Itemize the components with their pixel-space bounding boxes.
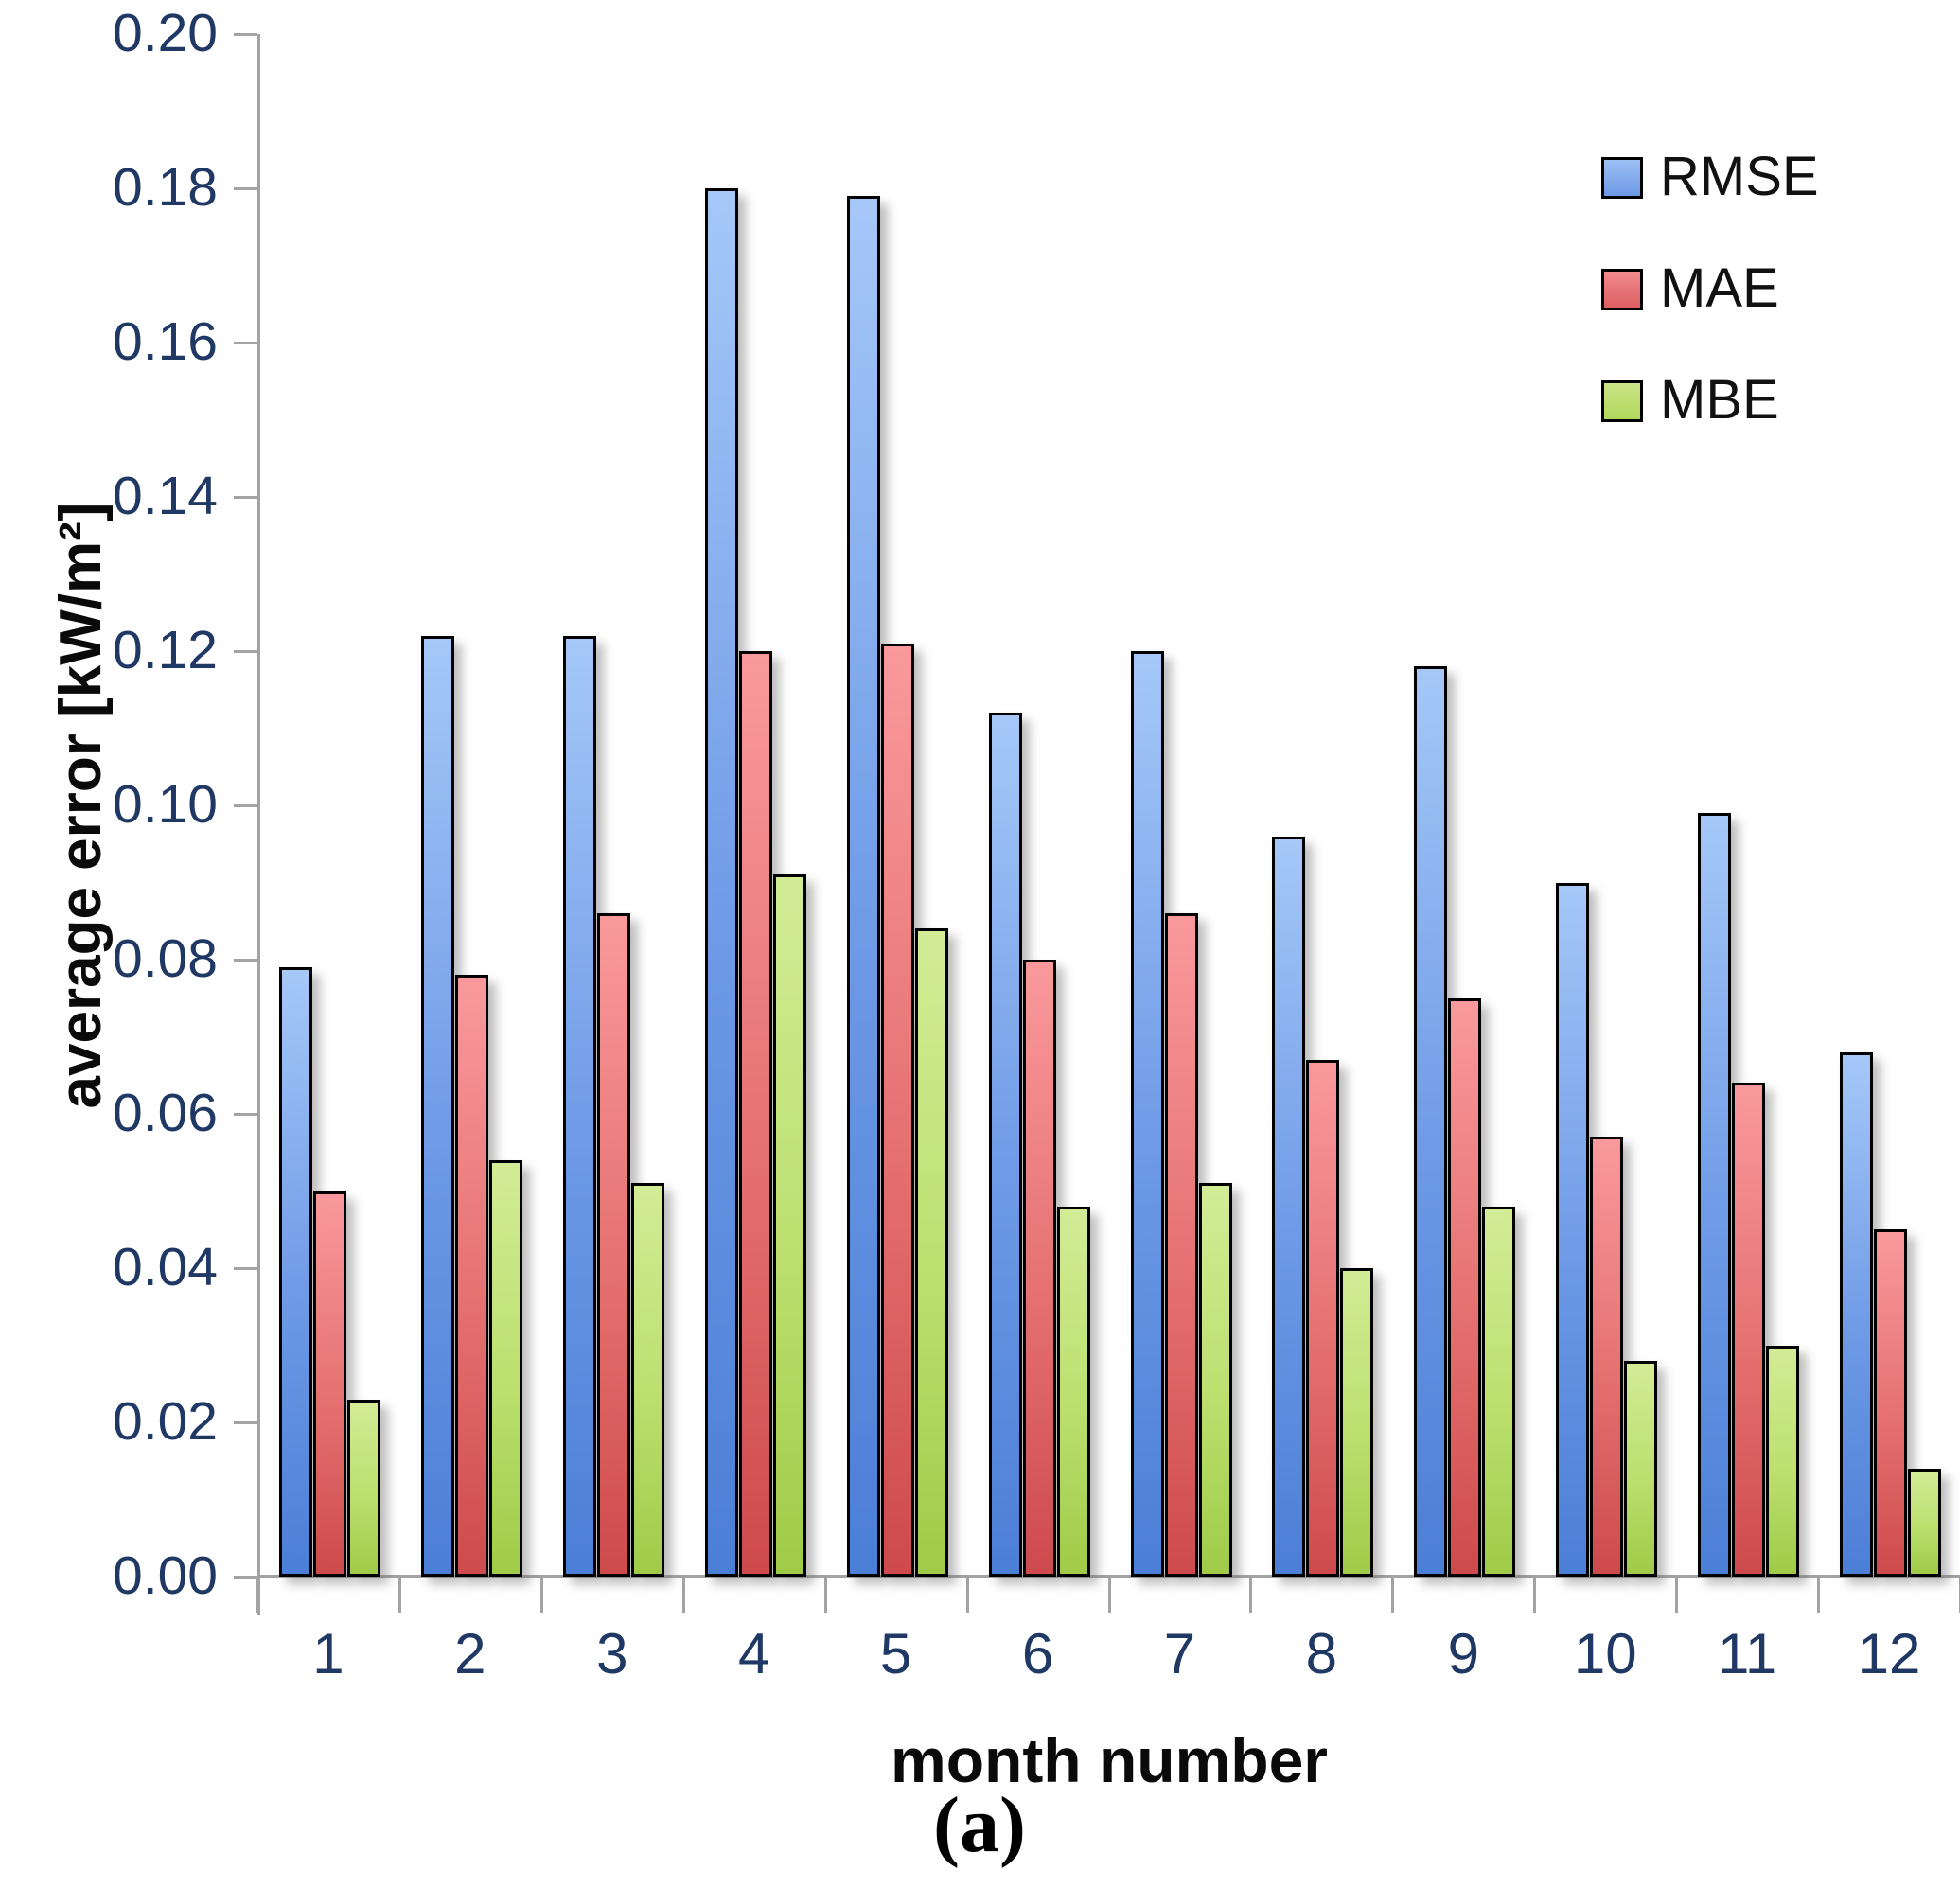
mbe-swatch-icon bbox=[1601, 380, 1643, 422]
bar-mbe-month-3 bbox=[630, 1183, 664, 1577]
x-tick bbox=[539, 1577, 543, 1613]
bar-mbe-month-4 bbox=[772, 874, 806, 1577]
bar-mae-month-3 bbox=[596, 913, 630, 1577]
y-tick bbox=[234, 187, 257, 190]
bar-mae-month-6 bbox=[1022, 960, 1056, 1577]
bar-mbe-month-10 bbox=[1624, 1360, 1658, 1577]
y-tick-label: 0.12 bbox=[113, 620, 218, 680]
y-tick bbox=[234, 1113, 257, 1116]
x-tick-label: 8 bbox=[1305, 1622, 1338, 1685]
bar-rmse-month-12 bbox=[1840, 1051, 1874, 1577]
y-tick bbox=[234, 959, 257, 962]
x-tick bbox=[1391, 1577, 1395, 1613]
y-tick bbox=[234, 1421, 257, 1424]
x-tick-label: 7 bbox=[1163, 1622, 1196, 1685]
y-tick-label: 0.20 bbox=[113, 3, 218, 63]
mae-swatch-icon bbox=[1601, 269, 1643, 310]
x-tick bbox=[1817, 1577, 1821, 1613]
x-tick bbox=[1533, 1577, 1537, 1613]
y-tick bbox=[234, 1576, 257, 1579]
x-tick-label: 9 bbox=[1447, 1622, 1479, 1685]
legend-label-mae: MAE bbox=[1660, 257, 1779, 319]
x-axis-title: month number bbox=[891, 1725, 1328, 1795]
bar-rmse-month-6 bbox=[988, 713, 1022, 1577]
bar-rmse-month-2 bbox=[420, 635, 454, 1577]
bar-mae-month-1 bbox=[313, 1191, 346, 1577]
bar-rmse-month-3 bbox=[562, 635, 596, 1577]
y-tick-label: 0.00 bbox=[113, 1545, 218, 1606]
bar-mae-month-10 bbox=[1590, 1137, 1624, 1577]
rmse-swatch-icon bbox=[1601, 157, 1643, 199]
x-tick-label: 12 bbox=[1857, 1622, 1921, 1685]
y-axis-line bbox=[257, 34, 260, 1615]
x-tick bbox=[681, 1577, 685, 1613]
bar-mae-month-9 bbox=[1448, 997, 1482, 1577]
bar-mae-month-11 bbox=[1732, 1083, 1766, 1577]
bar-mae-month-8 bbox=[1306, 1059, 1340, 1577]
bar-mbe-month-12 bbox=[1908, 1468, 1942, 1577]
bar-mbe-month-9 bbox=[1482, 1206, 1516, 1577]
y-tick-label: 0.06 bbox=[113, 1083, 218, 1143]
bar-mbe-month-8 bbox=[1340, 1268, 1374, 1577]
x-tick bbox=[256, 1577, 259, 1613]
x-tick-label: 2 bbox=[454, 1622, 486, 1685]
bar-rmse-month-8 bbox=[1272, 836, 1306, 1577]
bar-rmse-month-10 bbox=[1556, 882, 1590, 1577]
bar-rmse-month-5 bbox=[846, 196, 880, 1577]
x-tick-label: 4 bbox=[738, 1622, 770, 1685]
figure-caption: (a) bbox=[933, 1781, 1026, 1869]
y-tick-label: 0.10 bbox=[113, 774, 218, 835]
bar-mbe-month-5 bbox=[914, 928, 948, 1577]
legend-label-rmse: RMSE bbox=[1660, 146, 1819, 207]
bar-rmse-month-4 bbox=[704, 188, 738, 1577]
bar-mae-month-5 bbox=[880, 643, 914, 1577]
y-tick bbox=[234, 1267, 257, 1270]
y-tick-label: 0.18 bbox=[113, 157, 218, 218]
x-axis-line bbox=[257, 1575, 1960, 1578]
y-tick-label: 0.14 bbox=[113, 466, 218, 526]
x-tick-label: 3 bbox=[596, 1622, 628, 1685]
bar-rmse-month-7 bbox=[1130, 651, 1164, 1577]
y-tick-label: 0.04 bbox=[113, 1237, 218, 1297]
bar-mae-month-12 bbox=[1874, 1229, 1908, 1577]
y-tick bbox=[234, 496, 257, 499]
y-tick bbox=[234, 33, 257, 36]
x-tick-label: 5 bbox=[879, 1622, 912, 1685]
y-tick-label: 0.08 bbox=[113, 928, 218, 989]
x-tick-label: 6 bbox=[1021, 1622, 1054, 1685]
bar-mae-month-2 bbox=[454, 975, 488, 1577]
bar-rmse-month-11 bbox=[1698, 813, 1732, 1577]
bar-mbe-month-1 bbox=[347, 1399, 380, 1577]
y-tick-label: 0.16 bbox=[113, 311, 218, 372]
x-tick bbox=[1249, 1577, 1253, 1613]
x-tick bbox=[397, 1577, 401, 1613]
bar-mbe-month-6 bbox=[1056, 1206, 1090, 1577]
x-tick bbox=[1675, 1577, 1679, 1613]
y-tick bbox=[234, 650, 257, 653]
x-tick bbox=[823, 1577, 827, 1613]
y-tick bbox=[234, 342, 257, 344]
bar-rmse-month-1 bbox=[279, 967, 312, 1577]
x-tick-label: 10 bbox=[1573, 1622, 1637, 1685]
bar-mbe-month-7 bbox=[1198, 1183, 1232, 1577]
bar-rmse-month-9 bbox=[1414, 666, 1448, 1577]
x-tick-label: 1 bbox=[312, 1622, 344, 1685]
legend-label-mbe: MBE bbox=[1660, 369, 1779, 431]
x-tick bbox=[965, 1577, 969, 1613]
bar-mae-month-7 bbox=[1164, 913, 1198, 1577]
y-tick bbox=[234, 804, 257, 807]
x-tick-label: 11 bbox=[1717, 1622, 1777, 1685]
x-tick bbox=[1107, 1577, 1111, 1613]
y-tick-label: 0.02 bbox=[113, 1391, 218, 1452]
bar-mbe-month-2 bbox=[488, 1159, 522, 1577]
bar-mae-month-4 bbox=[738, 651, 772, 1577]
bar-mbe-month-11 bbox=[1766, 1345, 1800, 1577]
